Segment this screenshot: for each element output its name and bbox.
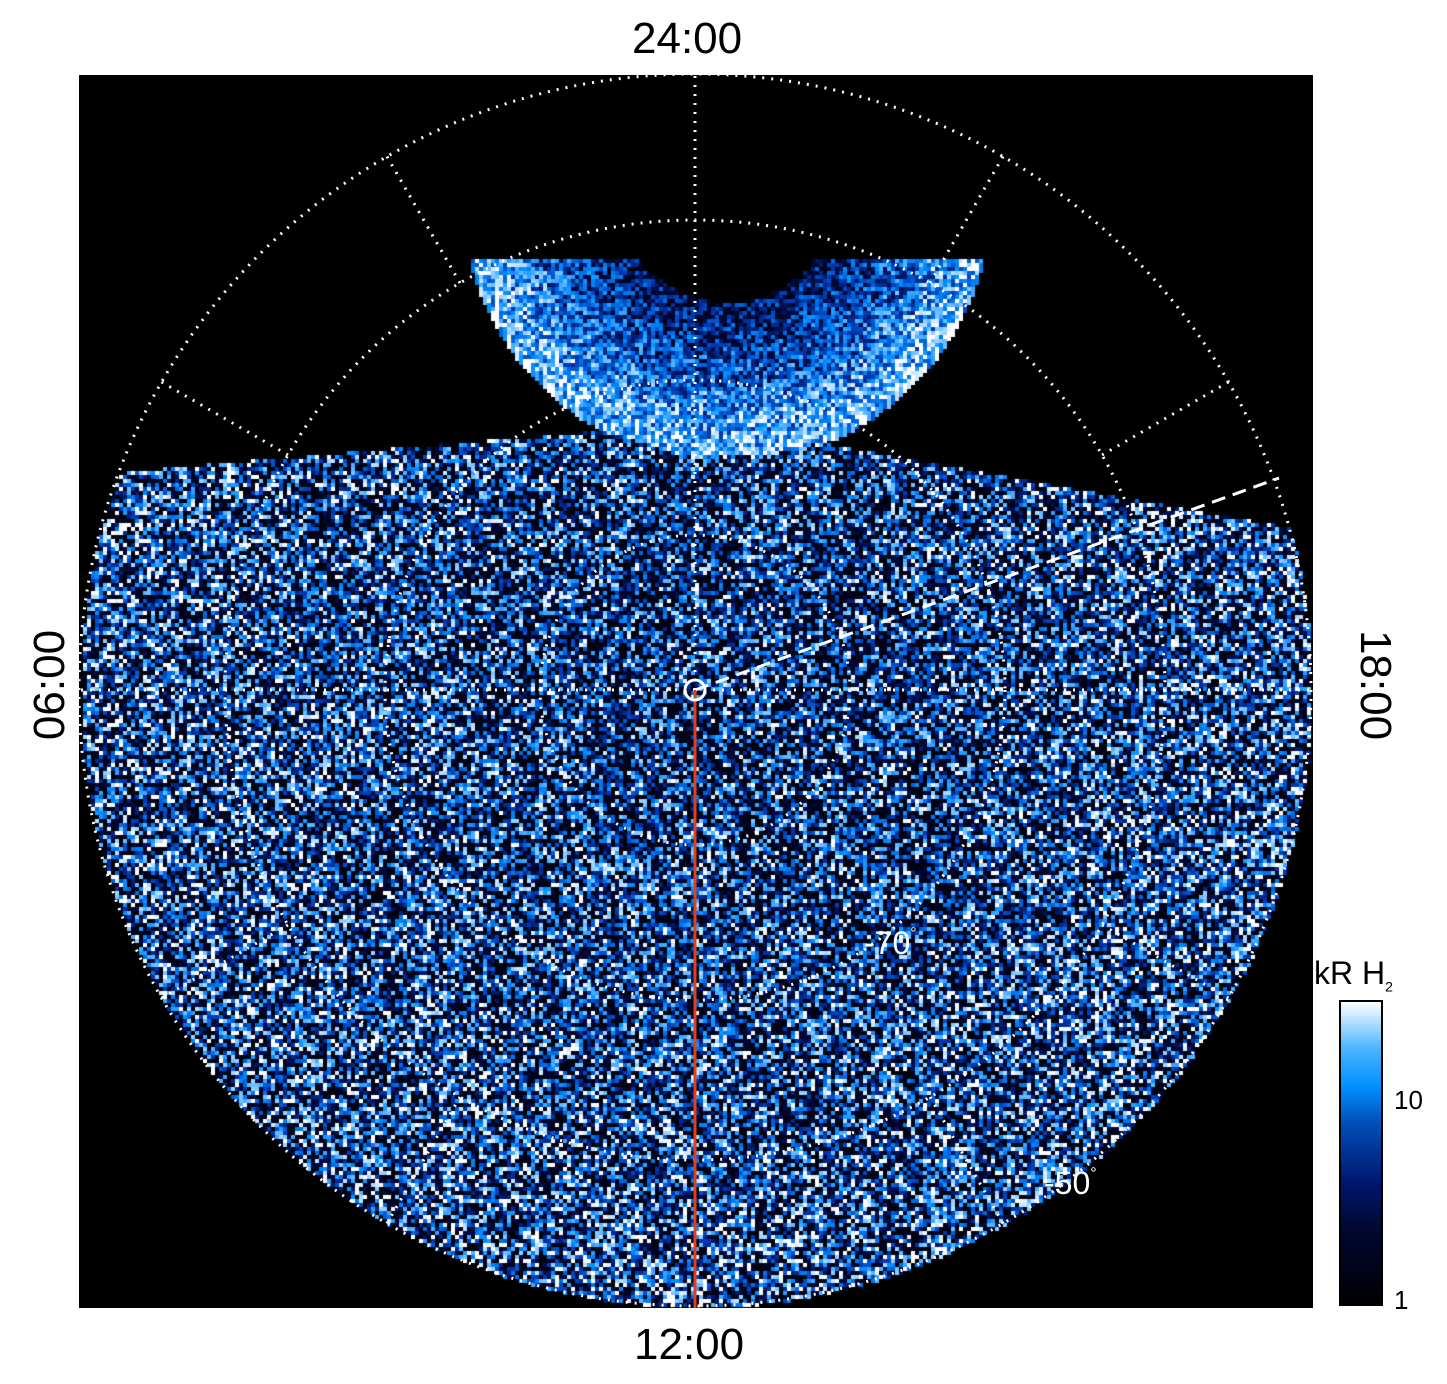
local-time-meridian-8 [160, 923, 289, 1000]
local-time-meridian-22 [928, 155, 1005, 284]
pole-marker [683, 678, 707, 702]
colorbar-tick-label: 1 [1394, 1285, 1409, 1315]
latitude-label-70: -70° [864, 925, 917, 962]
local-time-meridian-16 [1101, 923, 1230, 1000]
local-time-meridian-14 [928, 1096, 1005, 1225]
polar-grid-overlay [79, 75, 1313, 1308]
latitude-circle-50 [79, 75, 1313, 1308]
colorbar-tick-label: 10 [1394, 1085, 1423, 1115]
local-time-label-bottom: 12:00 [634, 1320, 745, 1369]
colorbar-title: kR H2 [1314, 955, 1393, 994]
latitude-value: -50 [1044, 1165, 1091, 1201]
local-time-meridian-20 [1101, 380, 1230, 457]
local-time-label-right: 18:00 [1351, 629, 1400, 741]
dashed-reference-line [694, 476, 1280, 692]
latitude-label-50: -50° [1044, 1165, 1097, 1202]
colorbar-unit: kR H [1314, 955, 1386, 991]
colorbar [1339, 1000, 1383, 1306]
degree-unit: ° [910, 925, 917, 942]
local-time-meridian-2 [385, 155, 462, 284]
local-time-label-left: 06:00 [25, 629, 74, 741]
latitude-value: -70 [864, 925, 911, 961]
colorbar-subscript: 2 [1385, 978, 1393, 995]
local-time-meridian-10 [385, 1096, 462, 1225]
degree-unit: ° [1090, 1165, 1097, 1182]
local-time-label-top: 24:00 [632, 14, 743, 63]
local-time-meridian-4 [160, 380, 289, 457]
